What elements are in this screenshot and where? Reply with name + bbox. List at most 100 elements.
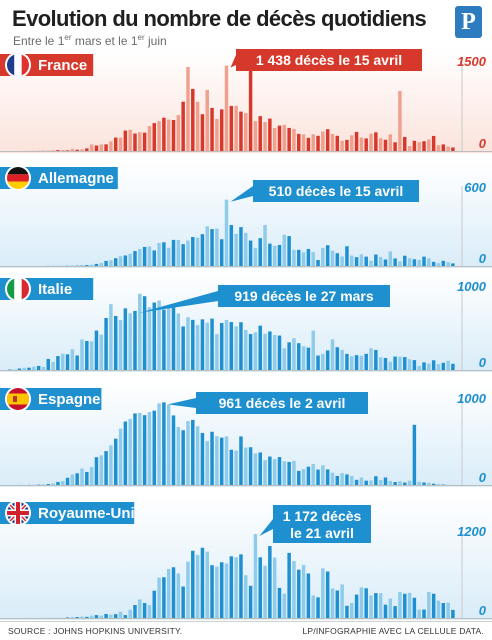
bar [123,308,128,370]
bar [157,121,161,151]
bar [85,471,89,485]
bar [427,482,431,485]
bar [85,148,89,151]
bar [354,594,359,619]
bar [210,431,214,485]
bar [451,147,455,151]
bar [181,244,185,266]
bar [398,481,402,485]
bar [41,484,46,485]
bar [162,577,166,618]
bar [393,606,397,618]
y-min-label: 0 [479,470,487,485]
bar [166,119,171,151]
bar [364,353,368,370]
bar [99,144,103,151]
bar [393,142,397,151]
country-label-germany: Allemagne [0,165,118,191]
bar [403,482,407,485]
bar [215,228,219,266]
bar [282,234,287,266]
bar [60,353,65,370]
italy-flag-icon [7,278,29,300]
bar [99,334,103,370]
bar [234,105,238,151]
bar [451,609,455,618]
france-flag-icon [7,54,29,76]
bar [80,339,84,370]
bar [282,348,287,370]
bar [345,605,349,618]
bar [128,418,132,485]
bar [166,404,171,485]
bar [80,616,84,618]
bar [138,249,142,266]
bar [268,118,272,151]
bar [219,323,224,370]
bar [412,259,417,266]
bar [364,138,368,151]
annotation-box [236,49,422,71]
bar [248,585,253,618]
chart-panel-spain: 1000 0 Espagne 961 décès le 2 avril [0,382,492,487]
bar [219,562,224,618]
country-name: Allemagne [38,170,114,187]
bar [181,326,185,371]
bar [147,307,152,370]
bar [89,144,94,151]
bar [171,567,176,618]
bar [85,616,89,618]
bar [350,135,354,151]
bar [138,599,142,618]
bar [436,263,441,266]
y-min-label: 0 [479,603,487,618]
bar [301,565,306,618]
bar [417,365,421,370]
bar [224,65,229,151]
bar [244,232,248,266]
bar [32,366,36,370]
bar [224,320,229,370]
bar [219,239,224,266]
bar [403,593,407,618]
bar [104,451,108,485]
bar [118,137,123,151]
bar [113,315,118,370]
bar [393,481,397,485]
bar [378,256,383,266]
annotation-pointer [138,291,218,313]
bar [258,325,262,370]
bar [321,465,325,485]
bar [325,350,330,370]
bar [210,318,214,370]
bar [244,113,248,151]
bar [427,363,431,370]
annotation-text: 1 172 décès [283,508,362,524]
bar [94,615,99,618]
bar [398,591,402,619]
bar [195,237,200,266]
bar [215,566,219,619]
bar [316,355,320,370]
bar [340,256,344,266]
bar [224,436,229,485]
bar [36,365,41,370]
bar [99,263,103,266]
bar [359,477,364,485]
subtitle-sup-1: er [64,33,72,42]
bar [268,545,272,619]
bar [431,261,436,266]
bar [301,252,306,266]
bar [287,461,291,485]
bar [277,125,282,151]
bar [162,309,166,370]
bar [330,339,335,370]
bar [340,140,344,151]
bar [311,330,315,370]
bar [292,249,296,266]
bar [258,452,262,485]
charts-canvas: 1500 0 France 1 438 décès le 15 avril 600 0 Al… [0,48,492,620]
bar [229,322,234,370]
bar [398,261,402,266]
bar [70,148,75,151]
